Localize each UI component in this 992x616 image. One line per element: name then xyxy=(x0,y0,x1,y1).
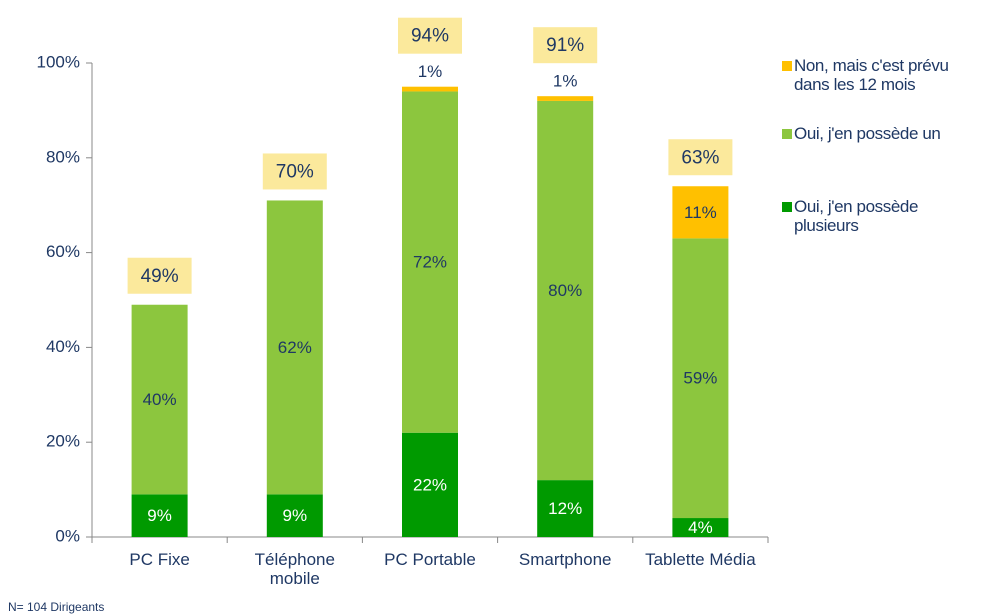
x-tick-label: PC Fixe xyxy=(129,550,190,569)
data-label: 9% xyxy=(283,506,308,525)
y-tick-label: 20% xyxy=(46,432,80,451)
x-tick-label: Téléphone mobile xyxy=(254,550,335,588)
data-label: 62% xyxy=(278,338,312,357)
x-tick-label: Smartphone xyxy=(518,550,612,569)
bar-segment xyxy=(537,480,594,537)
bar-segment xyxy=(266,200,323,495)
y-tick-label: 0% xyxy=(55,526,80,545)
bar-segment xyxy=(672,186,729,239)
legend-swatch xyxy=(782,61,792,71)
bar-segment xyxy=(672,238,729,519)
bar-segment xyxy=(131,494,188,537)
data-label: 1% xyxy=(553,72,578,91)
total-box xyxy=(262,153,327,190)
total-label: 94% xyxy=(411,26,449,47)
data-label: 72% xyxy=(413,253,447,272)
data-label: 11% xyxy=(684,203,717,222)
bar-segment xyxy=(402,91,458,433)
bar-segment xyxy=(402,86,458,92)
footnote: N= 104 Dirigeants xyxy=(8,600,105,614)
total-label: 70% xyxy=(276,161,314,182)
x-tick-label: Tablette Média xyxy=(645,550,756,569)
total-label: 91% xyxy=(546,35,584,56)
bar-segment xyxy=(266,494,323,537)
x-tick-label: PC Portable xyxy=(384,550,476,569)
data-label: 12% xyxy=(548,499,582,518)
legend-label: Oui, j'en possède plusieurs xyxy=(794,197,919,235)
data-label: 80% xyxy=(548,281,582,300)
bar-segment xyxy=(402,432,458,537)
data-label: 22% xyxy=(413,475,447,494)
data-label: 1% xyxy=(418,62,443,81)
data-label: 9% xyxy=(147,506,172,525)
legend-label: Non, mais c'est prévu dans les 12 mois xyxy=(794,56,949,94)
legend-label: Oui, j'en possède un xyxy=(794,124,941,143)
total-box xyxy=(668,139,733,176)
data-label: 59% xyxy=(683,369,717,388)
y-tick-label: 60% xyxy=(46,242,80,261)
total-label: 49% xyxy=(141,266,179,287)
data-label: 4% xyxy=(688,518,713,537)
total-box xyxy=(398,17,462,54)
legend-swatch xyxy=(782,129,792,139)
total-box xyxy=(127,257,192,294)
total-box xyxy=(533,27,598,64)
bar-segment xyxy=(672,518,729,537)
y-tick-label: 40% xyxy=(46,337,80,356)
bar-segment xyxy=(131,304,188,495)
total-label: 63% xyxy=(681,147,719,168)
y-tick-label: 100% xyxy=(37,52,80,71)
legend-swatch xyxy=(782,202,792,212)
y-tick-label: 80% xyxy=(46,147,80,166)
bar-segment xyxy=(537,100,594,481)
data-label: 40% xyxy=(143,390,177,409)
bar-segment xyxy=(537,96,594,101)
